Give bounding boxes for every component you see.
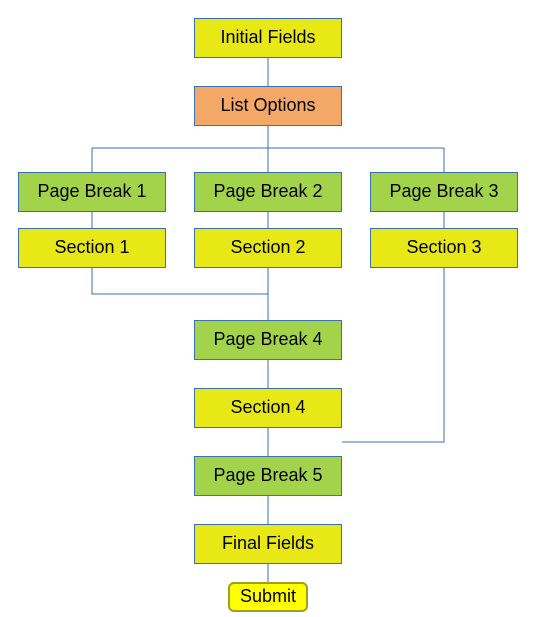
node-pb1: Page Break 1 (18, 172, 166, 212)
edge-e11 (342, 268, 444, 442)
node-pb2: Page Break 2 (194, 172, 342, 212)
flowchart-canvas: Initial Fields List Options Page Break 1 Pa… (0, 0, 535, 617)
node-pb4: Page Break 4 (194, 320, 342, 360)
edge-e9 (92, 268, 268, 294)
node-final: Final Fields (194, 524, 342, 564)
node-list: List Options (194, 86, 342, 126)
node-pb5: Page Break 5 (194, 456, 342, 496)
node-sec4: Section 4 (194, 388, 342, 428)
node-pb3: Page Break 3 (370, 172, 518, 212)
node-submit: Submit (228, 582, 308, 612)
node-sec1: Section 1 (18, 228, 166, 268)
node-sec3: Section 3 (370, 228, 518, 268)
node-initial: Initial Fields (194, 18, 342, 58)
node-sec2: Section 2 (194, 228, 342, 268)
